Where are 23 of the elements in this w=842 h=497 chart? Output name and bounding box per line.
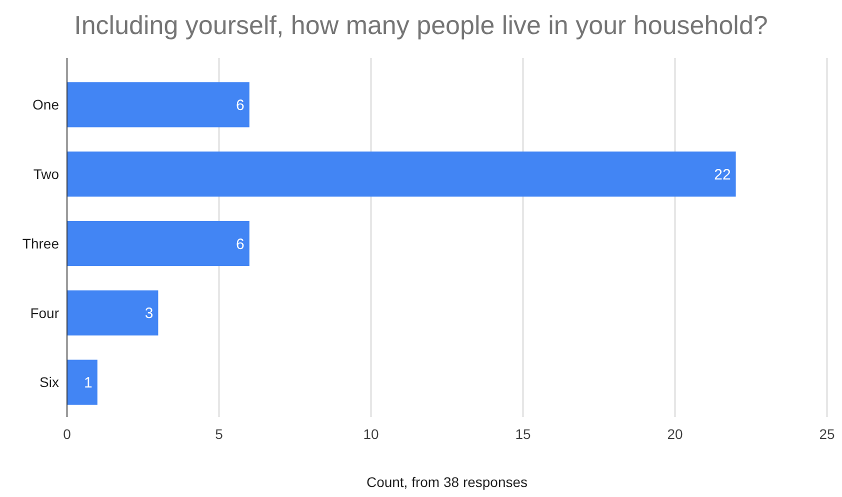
bar [67, 220, 250, 266]
data-label: 1 [84, 374, 92, 392]
y-tick-label: Two [33, 166, 60, 182]
data-label: 3 [144, 305, 154, 322]
x-axis-title: Count, from 38 responses [366, 474, 528, 490]
x-tick-label: 0 [63, 426, 72, 442]
y-tick-label: Three [22, 235, 60, 252]
bar [67, 82, 250, 128]
y-tick-label: One [32, 96, 60, 113]
x-tick-label: 5 [215, 426, 224, 442]
chart-title: Including yourself, how many people live in your household? [74, 10, 768, 40]
data-label: 6 [236, 96, 244, 114]
data-label: 22 [714, 166, 731, 184]
bar [67, 360, 98, 405]
bar [67, 290, 158, 336]
y-tick-label: Six [40, 374, 59, 390]
x-tick-label: 15 [515, 426, 531, 442]
data-label: 6 [236, 236, 244, 253]
x-tick-label: 25 [819, 426, 835, 442]
bar [67, 152, 736, 197]
x-tick-label: 10 [363, 426, 379, 442]
x-tick-label: 20 [667, 426, 683, 442]
y-tick-label: Four [30, 304, 60, 321]
